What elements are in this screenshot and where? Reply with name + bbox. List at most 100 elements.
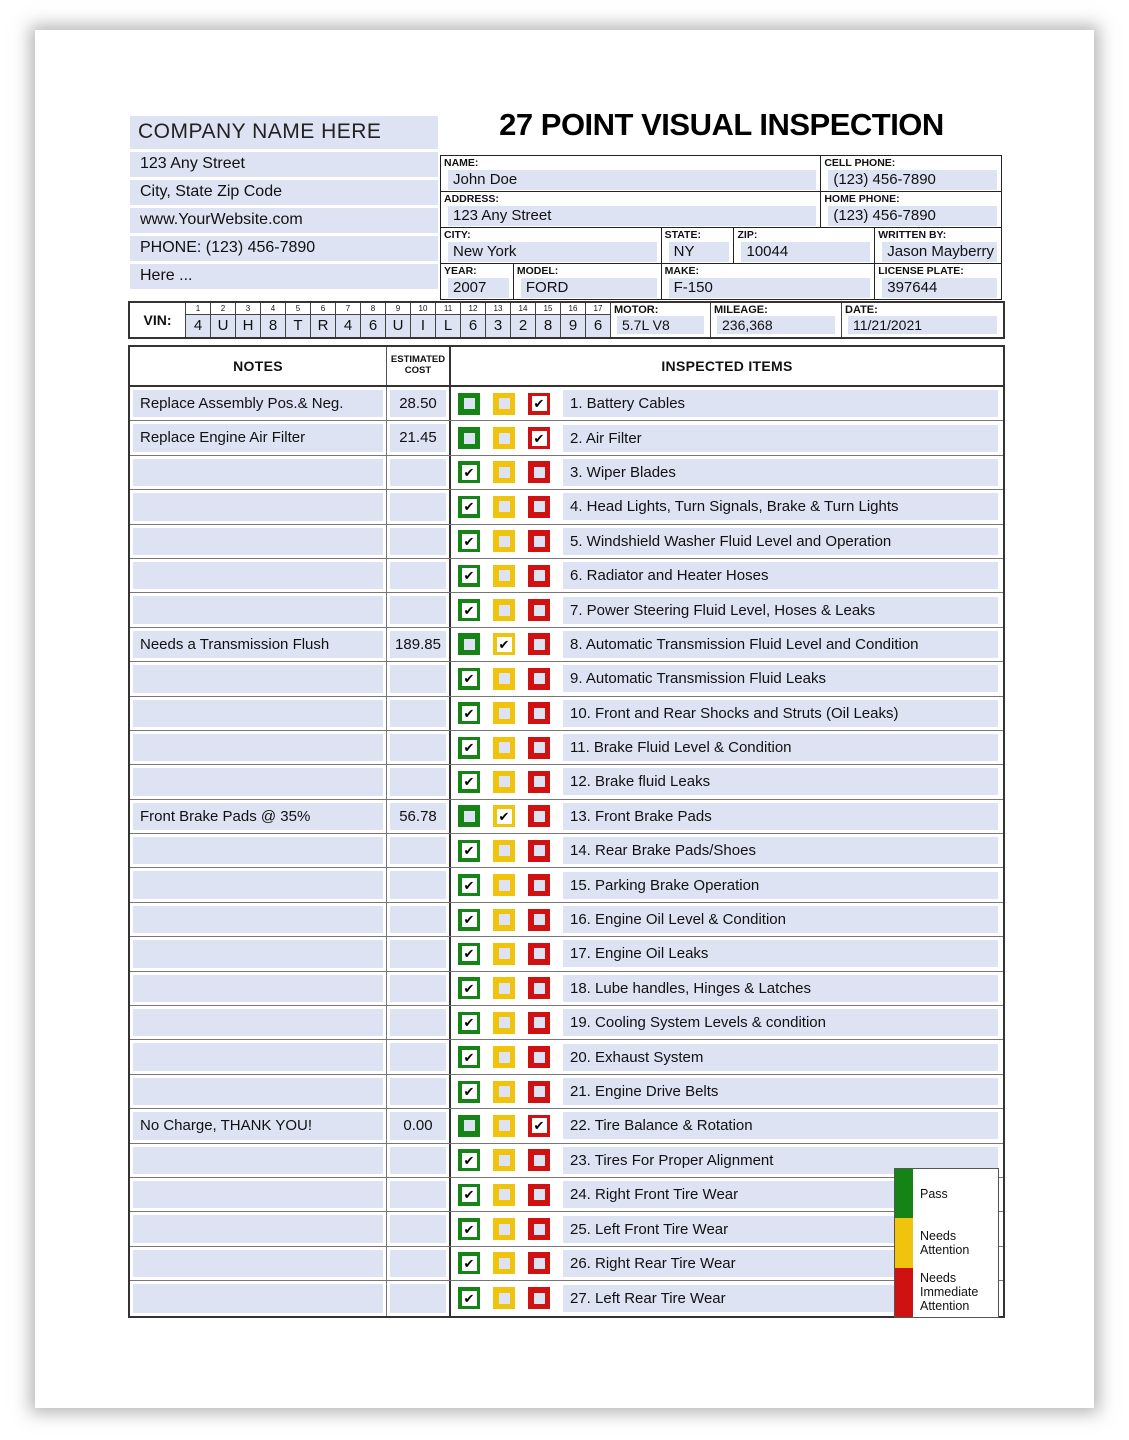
attention-checkbox[interactable] (493, 874, 515, 897)
cell-phone-value[interactable]: (123) 456-7890 (828, 170, 997, 190)
attention-checkbox[interactable] (493, 736, 515, 759)
immediate-checkbox[interactable] (528, 667, 550, 690)
cost-input[interactable] (390, 665, 446, 693)
vin-char-cell[interactable]: 11 L (435, 303, 460, 337)
note-input[interactable]: Needs a Transmission Flush (133, 630, 383, 659)
immediate-checkbox[interactable] (528, 1183, 550, 1206)
note-input[interactable] (133, 493, 383, 521)
attention-checkbox[interactable] (493, 564, 515, 587)
vin-char-cell[interactable]: 16 9 (560, 303, 585, 337)
mileage-value[interactable]: 236,368 (717, 316, 835, 334)
note-input[interactable] (133, 871, 383, 899)
note-input[interactable] (133, 699, 383, 727)
note-input[interactable] (133, 733, 383, 762)
immediate-checkbox[interactable]: ✔ (528, 427, 550, 450)
cost-input[interactable]: 0.00 (390, 1112, 446, 1140)
state-value[interactable]: NY (668, 242, 730, 262)
attention-checkbox[interactable] (493, 1287, 515, 1310)
pass-checkbox[interactable] (458, 633, 480, 656)
cost-input[interactable]: 28.50 (390, 390, 446, 418)
immediate-checkbox[interactable] (528, 599, 550, 622)
immediate-checkbox[interactable] (528, 530, 550, 553)
note-input[interactable] (133, 1043, 383, 1071)
immediate-checkbox[interactable] (528, 1287, 550, 1310)
note-input[interactable] (133, 561, 383, 590)
note-input[interactable] (133, 768, 383, 796)
note-input[interactable] (133, 1009, 383, 1037)
pass-checkbox[interactable]: ✔ (458, 1080, 480, 1103)
zip-value[interactable]: 10044 (741, 242, 871, 262)
cost-input[interactable] (390, 527, 446, 555)
attention-checkbox[interactable] (493, 427, 515, 450)
cost-input[interactable]: 21.45 (390, 424, 446, 452)
immediate-checkbox[interactable] (528, 564, 550, 587)
immediate-checkbox[interactable] (528, 702, 550, 725)
cost-input[interactable] (390, 1249, 446, 1278)
vin-char-cell[interactable]: 13 3 (485, 303, 510, 337)
pass-checkbox[interactable]: ✔ (458, 874, 480, 897)
cost-input[interactable] (390, 1146, 446, 1174)
cost-input[interactable] (390, 458, 446, 487)
city-value[interactable]: New York (448, 242, 657, 262)
immediate-checkbox[interactable] (528, 1080, 550, 1103)
attention-checkbox[interactable] (493, 1114, 515, 1137)
pass-checkbox[interactable]: ✔ (458, 977, 480, 1000)
pass-checkbox[interactable] (458, 427, 480, 450)
immediate-checkbox[interactable] (528, 839, 550, 862)
cost-input[interactable] (390, 940, 446, 968)
pass-checkbox[interactable]: ✔ (458, 667, 480, 690)
vin-char-cell[interactable]: 14 2 (510, 303, 535, 337)
immediate-checkbox[interactable] (528, 977, 550, 1000)
attention-checkbox[interactable] (493, 1046, 515, 1069)
make-value[interactable]: F-150 (668, 278, 871, 298)
cost-input[interactable] (390, 1043, 446, 1071)
pass-checkbox[interactable] (458, 805, 480, 828)
pass-checkbox[interactable]: ✔ (458, 1046, 480, 1069)
home-phone-value[interactable]: (123) 456-7890 (828, 206, 997, 226)
cost-input[interactable] (390, 1180, 446, 1209)
attention-checkbox[interactable] (493, 461, 515, 484)
attention-checkbox[interactable] (493, 1011, 515, 1034)
attention-checkbox[interactable] (493, 942, 515, 965)
note-input[interactable] (133, 1215, 383, 1243)
immediate-checkbox[interactable] (528, 1218, 550, 1241)
attention-checkbox[interactable] (493, 770, 515, 793)
cost-input[interactable] (390, 1284, 446, 1313)
cost-input[interactable] (390, 837, 446, 865)
cost-input[interactable]: 56.78 (390, 802, 446, 831)
cost-input[interactable] (390, 561, 446, 590)
pass-checkbox[interactable]: ✔ (458, 530, 480, 553)
attention-checkbox[interactable] (493, 599, 515, 622)
pass-checkbox[interactable]: ✔ (458, 564, 480, 587)
pass-checkbox[interactable]: ✔ (458, 599, 480, 622)
note-input[interactable]: Replace Assembly Pos.& Neg. (133, 390, 383, 418)
note-input[interactable] (133, 1284, 383, 1313)
immediate-checkbox[interactable] (528, 942, 550, 965)
attention-checkbox[interactable] (493, 702, 515, 725)
note-input[interactable] (133, 665, 383, 693)
attention-checkbox[interactable] (493, 667, 515, 690)
cost-input[interactable] (390, 1009, 446, 1037)
cost-input[interactable] (390, 493, 446, 521)
note-input[interactable]: No Charge, THANK YOU! (133, 1112, 383, 1140)
pass-checkbox[interactable]: ✔ (458, 942, 480, 965)
model-value[interactable]: FORD (520, 278, 657, 298)
attention-checkbox[interactable] (493, 1149, 515, 1172)
attention-checkbox[interactable] (493, 1183, 515, 1206)
pass-checkbox[interactable]: ✔ (458, 1183, 480, 1206)
note-input[interactable] (133, 1077, 383, 1106)
cost-input[interactable]: 189.85 (390, 630, 446, 659)
date-value[interactable]: 11/21/2021 (848, 316, 997, 334)
attention-checkbox[interactable] (493, 908, 515, 931)
note-input[interactable] (133, 1180, 383, 1209)
pass-checkbox[interactable]: ✔ (458, 1011, 480, 1034)
pass-checkbox[interactable]: ✔ (458, 908, 480, 931)
pass-checkbox[interactable]: ✔ (458, 770, 480, 793)
immediate-checkbox[interactable] (528, 495, 550, 518)
pass-checkbox[interactable]: ✔ (458, 1252, 480, 1275)
